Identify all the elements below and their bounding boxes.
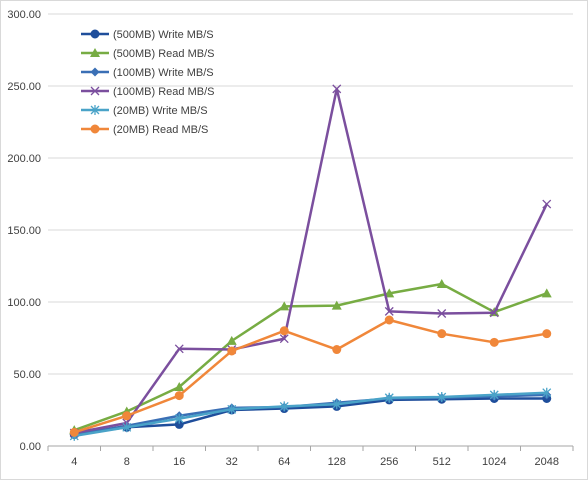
legend-marker [90,105,100,115]
legend-entry: (500MB) Read MB/S [81,48,214,60]
data-point [227,346,237,356]
data-point [227,404,237,415]
data-point [122,411,132,421]
data-point [174,381,185,391]
legend-label: (20MB) Read MB/S [113,124,208,136]
legend-marker [90,124,100,134]
data-point [384,392,394,403]
data-point [279,301,290,311]
data-point [489,337,499,347]
data-point [489,389,499,400]
data-point [384,306,394,316]
data-point [437,392,447,403]
x-tick-label: 4 [71,456,77,468]
x-tick-label: 16 [173,456,185,468]
legend-entry: (20MB) Read MB/S [81,124,208,136]
data-point [542,199,552,209]
series-line [73,282,548,432]
y-tick-label: 300.00 [7,9,41,21]
legend-entry: (500MB) Write MB/S [81,29,214,41]
y-tick-label: 0.00 [20,441,41,453]
x-tick-label: 64 [278,456,290,468]
x-tick-label: 32 [226,456,238,468]
legend-entry: (100MB) Write MB/S [81,67,214,79]
legend-label: (500MB) Write MB/S [113,29,214,41]
legend-label: (100MB) Write MB/S [113,67,214,79]
legend-entry: (20MB) Write MB/S [81,105,208,117]
data-point [69,427,79,437]
data-point [174,413,184,424]
data-point [122,422,132,433]
y-tick-label: 150.00 [7,225,41,237]
legend-entry: (100MB) Read MB/S [81,86,214,98]
data-point [542,387,552,398]
data-point [279,326,289,336]
legend-marker [90,29,100,39]
series-line [74,397,547,436]
y-tick-label: 50.00 [13,369,41,381]
data-point [437,329,447,339]
y-tick-label: 200.00 [7,153,41,165]
legend-label: (100MB) Read MB/S [113,86,214,98]
data-point [332,399,342,410]
data-point [332,345,342,355]
legend-marker [90,86,100,96]
data-point [226,335,237,345]
series-line [74,87,548,435]
data-point [489,308,499,318]
data-point [542,329,552,339]
data-point [332,84,342,94]
x-tick-label: 128 [328,456,346,468]
legend-label: (500MB) Read MB/S [113,48,214,60]
data-point [541,288,552,298]
x-tick-label: 512 [433,456,451,468]
data-point [384,288,395,298]
series-4 [69,387,552,441]
series-line [73,318,547,434]
series-3 [69,84,552,438]
y-tick-label: 100.00 [7,297,41,309]
series-line [74,391,547,438]
data-point [174,391,184,401]
data-point [279,401,289,412]
series-line [74,393,547,436]
data-point [437,309,447,318]
x-tick-label: 2048 [535,456,559,468]
series-5 [69,315,552,437]
data-point [174,344,184,354]
legend-label: (20MB) Write MB/S [113,105,208,117]
x-tick-label: 8 [124,456,130,468]
data-point [279,334,289,344]
data-point [331,300,342,310]
x-tick-label: 256 [380,456,398,468]
x-tick-label: 1024 [482,456,506,468]
data-point [436,279,447,288]
legend-marker [90,48,100,57]
y-tick-label: 250.00 [7,81,41,93]
data-point [384,315,394,325]
legend-marker [90,67,100,77]
series-2 [69,390,552,439]
